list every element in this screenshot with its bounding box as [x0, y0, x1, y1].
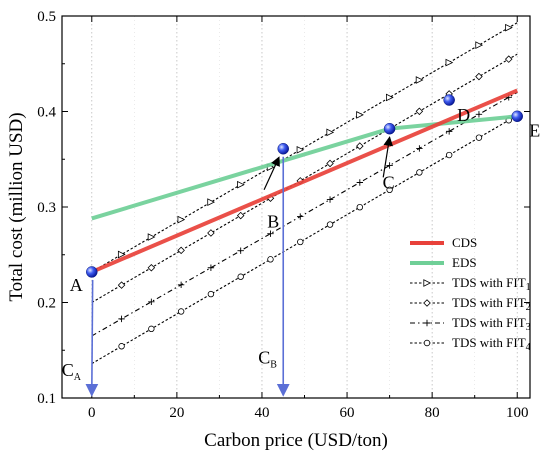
series-marker-3-7: [326, 159, 334, 168]
point-label-A: A: [70, 275, 83, 295]
arrow-b: [263, 156, 280, 191]
y-axis-label: Total cost (million USD): [6, 112, 27, 301]
legend-label-1: EDS: [452, 255, 477, 270]
series-marker-2-2: [177, 215, 186, 224]
point-A: [86, 266, 98, 278]
point-E: [511, 110, 523, 123]
series-marker-4-8: [356, 179, 364, 186]
series-marker-4-11: [445, 128, 453, 135]
series-marker-4-1: [148, 298, 155, 306]
series-marker-5-5: [267, 256, 274, 263]
point-label-B: B: [267, 212, 279, 232]
series-marker-2-12: [475, 41, 484, 49]
series-marker-3-8: [356, 142, 364, 150]
series-marker-4-7: [326, 196, 334, 203]
series-line-1: [91, 114, 518, 221]
series-marker-3-2: [177, 246, 185, 255]
series-marker-2-10: [415, 76, 424, 84]
x-tick-label-0: 0: [88, 405, 96, 421]
series-marker-5-4: [237, 273, 244, 280]
series-marker-2-7: [326, 128, 335, 137]
series-marker-4-5: [267, 230, 274, 237]
series-marker-5-8: [356, 203, 364, 211]
series-marker-3-10: [415, 107, 424, 116]
arrow-ca: [85, 279, 99, 397]
series-marker-4-4: [237, 247, 244, 254]
series-marker-3-12: [475, 72, 483, 81]
series-marker-2-11: [445, 58, 454, 67]
series-marker-2-6: [296, 145, 305, 154]
arrow-c: [382, 136, 394, 178]
y-tick-label-0: 0.1: [37, 391, 56, 407]
series-marker-5-7: [326, 221, 334, 228]
legend-label-3: TDS with FIT2: [452, 295, 531, 313]
point-B: [277, 142, 289, 155]
series-marker-3-0: [117, 281, 126, 289]
annotation-label-ca: CA: [62, 360, 82, 383]
series-marker-4-3: [207, 264, 215, 271]
point-label-D: D: [457, 105, 470, 125]
y-tick-label-4: 0.5: [37, 9, 56, 25]
series-marker-3-1: [147, 263, 156, 272]
point-D: [443, 94, 455, 106]
y-tick-label-2: 0.3: [37, 200, 56, 216]
x-tick-label-4: 80: [425, 405, 440, 421]
series-marker-4-12: [475, 111, 483, 118]
series-marker-2-9: [386, 93, 394, 102]
series-marker-3-13: [504, 55, 513, 63]
x-tick-label-5: 100: [506, 405, 529, 421]
series-marker-2-0: [117, 250, 126, 259]
series-marker-5-11: [445, 151, 453, 159]
series-marker-4-2: [177, 281, 185, 288]
x-tick-label-2: 40: [254, 405, 269, 421]
series-marker-2-8: [356, 111, 364, 119]
x-axis-label: Carbon price (USD/ton): [204, 430, 388, 451]
series-line-4: [91, 91, 518, 337]
series-line-0: [90, 88, 519, 274]
legend-label-0: CDS: [452, 235, 477, 250]
series-marker-3-3: [207, 229, 215, 237]
series-marker-5-1: [148, 325, 155, 333]
point-C: [383, 122, 396, 135]
series-line-5: [91, 114, 518, 365]
series-marker-4-10: [416, 145, 423, 152]
legend-label-2: TDS with FIT1: [452, 275, 531, 293]
series-marker-4-9: [386, 162, 393, 169]
legend-marker-3: [423, 299, 431, 307]
series-marker-5-12: [475, 134, 483, 141]
series-marker-5-9: [386, 186, 393, 194]
legend-marker-4: [423, 319, 431, 327]
series-marker-3-4: [236, 211, 245, 220]
series-marker-4-6: [297, 213, 304, 220]
series-marker-2-4: [237, 180, 245, 189]
series-marker-5-10: [416, 169, 423, 176]
point-label-C: C: [383, 173, 395, 193]
series-marker-2-1: [147, 233, 156, 241]
legend-label-4: TDS with FIT3: [452, 315, 531, 333]
series-marker-5-2: [177, 308, 185, 315]
y-tick-label-3: 0.4: [37, 105, 56, 121]
point-label-E: E: [529, 120, 540, 140]
x-tick-label-1: 20: [169, 405, 184, 421]
y-tick-label-1: 0.2: [37, 296, 56, 312]
series-marker-5-6: [297, 238, 304, 246]
series-marker-2-3: [207, 198, 216, 206]
legend-marker-5: [423, 339, 431, 347]
legend-marker-2: [423, 279, 432, 287]
series-marker-5-3: [207, 290, 215, 298]
series-marker-4-0: [118, 315, 125, 323]
annotation-label-cb: CB: [258, 348, 277, 371]
legend-label-5: TDS with FIT4: [452, 335, 531, 353]
series-marker-2-13: [505, 23, 513, 32]
x-tick-label-3: 60: [340, 405, 355, 421]
series-marker-5-0: [118, 343, 125, 350]
